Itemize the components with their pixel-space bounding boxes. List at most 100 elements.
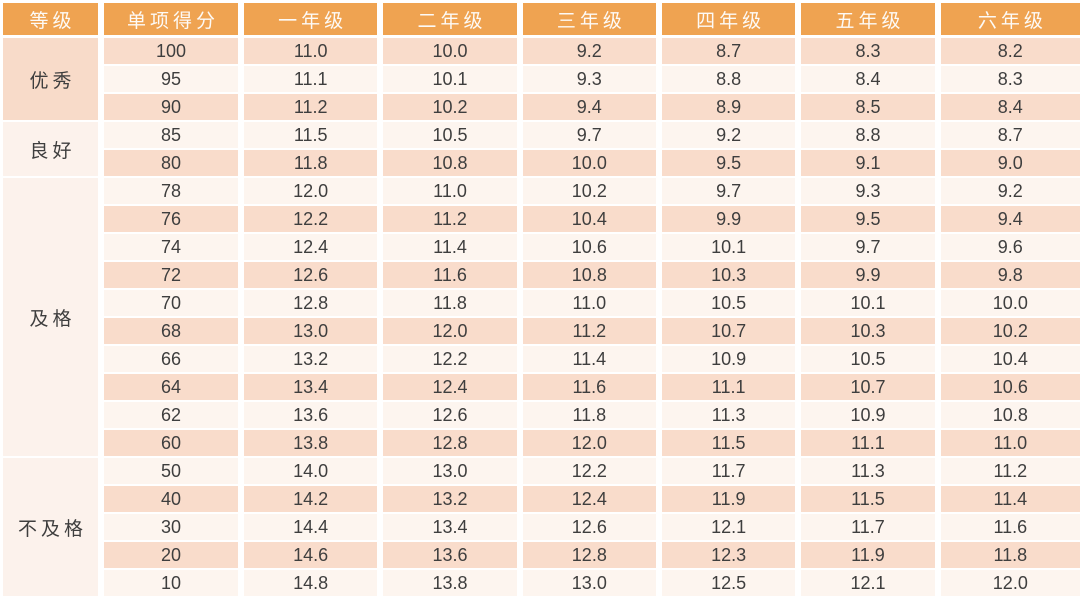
score-cell: 20	[104, 542, 244, 570]
table-row: 10 14.8 13.8 13.0 12.5 12.1 12.0	[3, 570, 1080, 598]
value-cell: 9.3	[801, 178, 941, 206]
value-cell: 12.6	[244, 262, 384, 290]
value-cell: 8.7	[661, 38, 802, 66]
value-cell: 8.4	[940, 94, 1080, 122]
value-cell: 11.0	[522, 290, 662, 318]
value-cell: 11.6	[383, 262, 523, 290]
value-cell: 9.0	[940, 150, 1080, 178]
value-cell: 14.0	[244, 458, 384, 486]
table-row: 68 13.0 12.0 11.2 10.7 10.3 10.2	[3, 318, 1080, 346]
value-cell: 9.7	[801, 234, 941, 262]
value-cell: 13.8	[244, 430, 384, 458]
score-cell: 95	[104, 66, 244, 94]
value-cell: 8.3	[801, 38, 941, 66]
value-cell: 12.1	[801, 570, 941, 598]
table-row: 20 14.6 13.6 12.8 12.3 11.9 11.8	[3, 542, 1080, 570]
value-cell: 9.9	[801, 262, 941, 290]
table-row: 76 12.2 11.2 10.4 9.9 9.5 9.4	[3, 206, 1080, 234]
value-cell: 10.5	[383, 122, 523, 150]
value-cell: 10.6	[522, 234, 662, 262]
value-cell: 11.8	[522, 402, 662, 430]
value-cell: 12.1	[661, 514, 802, 542]
value-cell: 8.4	[801, 66, 941, 94]
value-cell: 13.0	[383, 458, 523, 486]
value-cell: 11.4	[940, 486, 1080, 514]
value-cell: 11.8	[244, 150, 384, 178]
value-cell: 11.9	[661, 486, 802, 514]
value-cell: 9.8	[940, 262, 1080, 290]
value-cell: 11.2	[522, 318, 662, 346]
value-cell: 11.4	[522, 346, 662, 374]
score-cell: 60	[104, 430, 244, 458]
value-cell: 11.2	[383, 206, 523, 234]
column-header-0: 等级	[3, 3, 104, 38]
table-row: 30 14.4 13.4 12.6 12.1 11.7 11.6	[3, 514, 1080, 542]
score-cell: 62	[104, 402, 244, 430]
value-cell: 10.3	[801, 318, 941, 346]
value-cell: 12.0	[522, 430, 662, 458]
value-cell: 12.8	[244, 290, 384, 318]
score-cell: 68	[104, 318, 244, 346]
value-cell: 10.2	[383, 94, 523, 122]
value-cell: 10.6	[940, 374, 1080, 402]
grade-group-label: 优秀	[3, 38, 104, 122]
value-cell: 9.2	[661, 122, 802, 150]
value-cell: 11.4	[383, 234, 523, 262]
value-cell: 9.2	[522, 38, 662, 66]
table-row: 80 11.8 10.8 10.0 9.5 9.1 9.0	[3, 150, 1080, 178]
table-row: 良好 85 11.5 10.5 9.7 9.2 8.8 8.7	[3, 122, 1080, 178]
value-cell: 11.6	[940, 514, 1080, 542]
value-cell: 14.4	[244, 514, 384, 542]
value-cell: 9.7	[661, 178, 802, 206]
value-cell: 10.8	[940, 402, 1080, 430]
column-header-5: 四年级	[661, 3, 802, 38]
score-cell: 72	[104, 262, 244, 290]
value-cell: 8.7	[940, 122, 1080, 150]
score-table: 等级 单项得分 一年级 二年级 三年级 四年级 五年级 六年级 优秀 100 11.0 10.0 9.…	[3, 3, 1080, 598]
value-cell: 11.2	[244, 94, 384, 122]
value-cell: 12.0	[940, 570, 1080, 598]
value-cell: 10.4	[940, 346, 1080, 374]
column-header-2: 一年级	[244, 3, 384, 38]
table-row: 64 13.4 12.4 11.6 11.1 10.7 10.6	[3, 374, 1080, 402]
value-cell: 9.2	[940, 178, 1080, 206]
value-cell: 10.8	[383, 150, 523, 178]
value-cell: 12.8	[383, 430, 523, 458]
value-cell: 10.9	[661, 346, 802, 374]
grade-group-label: 不及格	[3, 458, 104, 598]
value-cell: 11.3	[801, 458, 941, 486]
value-cell: 11.0	[940, 430, 1080, 458]
column-header-7: 六年级	[940, 3, 1080, 38]
value-cell: 13.0	[522, 570, 662, 598]
table-row: 60 13.8 12.8 12.0 11.5 11.1 11.0	[3, 430, 1080, 458]
value-cell: 10.0	[383, 38, 523, 66]
table-row: 优秀 100 11.0 10.0 9.2 8.7 8.3 8.2	[3, 38, 1080, 122]
value-cell: 8.2	[940, 38, 1080, 66]
score-cell: 100	[104, 38, 244, 66]
value-cell: 12.3	[661, 542, 802, 570]
table-row: 不及格 50 14.0 13.0 12.2 11.7 11.3 11.2	[3, 458, 1080, 598]
score-cell: 78	[104, 178, 244, 206]
value-cell: 10.5	[801, 346, 941, 374]
value-cell: 10.3	[661, 262, 802, 290]
value-cell: 12.4	[383, 374, 523, 402]
table-row: 74 12.4 11.4 10.6 10.1 9.7 9.6	[3, 234, 1080, 262]
value-cell: 9.7	[522, 122, 662, 150]
value-cell: 14.2	[244, 486, 384, 514]
value-cell: 12.6	[383, 402, 523, 430]
value-cell: 12.8	[522, 542, 662, 570]
value-cell: 12.2	[383, 346, 523, 374]
value-cell: 9.5	[801, 206, 941, 234]
value-cell: 13.0	[244, 318, 384, 346]
value-cell: 10.8	[522, 262, 662, 290]
value-cell: 12.4	[244, 234, 384, 262]
table-row: 90 11.2 10.2 9.4 8.9 8.5 8.4	[3, 94, 1080, 122]
value-cell: 9.5	[661, 150, 802, 178]
table-header: 等级 单项得分 一年级 二年级 三年级 四年级 五年级 六年级	[3, 3, 1080, 38]
value-cell: 10.0	[522, 150, 662, 178]
table-row: 66 13.2 12.2 11.4 10.9 10.5 10.4	[3, 346, 1080, 374]
value-cell: 11.9	[801, 542, 941, 570]
score-cell: 64	[104, 374, 244, 402]
table-row: 70 12.8 11.8 11.0 10.5 10.1 10.0	[3, 290, 1080, 318]
